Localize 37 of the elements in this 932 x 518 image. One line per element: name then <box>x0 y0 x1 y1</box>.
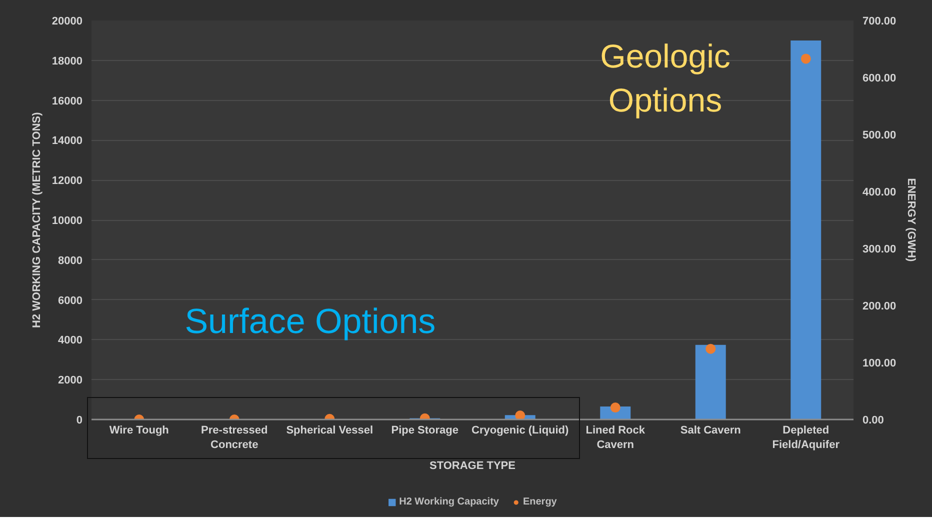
x-tick-label: Lined Rock Cavern <box>586 424 646 451</box>
bar <box>790 40 822 420</box>
point <box>800 54 811 64</box>
y-tick-label: 8000 <box>58 254 83 267</box>
x-tick-label: Pipe Storage <box>391 424 459 436</box>
y-axis-title: H2 WORKING CAPACITY (METRIC TONS) <box>30 112 43 328</box>
y-tick-label: 2000 <box>58 374 83 387</box>
y2-tick-label: 500.00 <box>862 130 896 142</box>
y-tick-label: 6000 <box>58 294 83 307</box>
y2-tick-label: 200.00 <box>862 300 896 312</box>
x-tick-label: Pre-stressed Concrete <box>201 424 268 451</box>
y2-tick-label: 300.00 <box>862 244 896 256</box>
y-tick-label: 10000 <box>52 215 83 227</box>
y2-tick-label: 100.00 <box>862 358 896 370</box>
y-tick-label: 12000 <box>52 175 83 188</box>
y2-tick-label: 400.00 <box>862 186 896 198</box>
annotation: Geologic Options <box>600 37 730 119</box>
y2-tick-label: 600.00 <box>862 72 896 84</box>
y-tick-label: 0 <box>76 414 83 426</box>
x-tick-label: Salt Cavern <box>680 424 742 436</box>
legend-label: H2 Working Capacity <box>399 496 499 508</box>
x-tick-label: Depleted Field/Aquifer <box>772 424 840 451</box>
y-tick-label: 14000 <box>52 135 83 148</box>
x-tick-label: Spherical Vessel <box>286 424 374 436</box>
y-tick-label: 16000 <box>52 95 83 108</box>
y-tick-label: 18000 <box>52 55 83 68</box>
x-tick-label: Wire Tough <box>109 424 170 436</box>
annotation: Surface Options <box>184 302 436 342</box>
bar <box>695 344 726 420</box>
x-tick-label: Cryogenic (Liquid) <box>472 424 570 436</box>
legend-label: Energy <box>522 496 557 508</box>
y2-tick-label: 0.00 <box>862 414 884 426</box>
x-axis-title: STORAGE TYPE <box>430 460 516 472</box>
y2-axis-title: ENERGY (GWH) <box>905 178 918 262</box>
y-tick-label: 20000 <box>52 16 83 28</box>
y2-tick-label: 700.00 <box>862 16 896 28</box>
y-tick-label: 4000 <box>58 334 83 347</box>
